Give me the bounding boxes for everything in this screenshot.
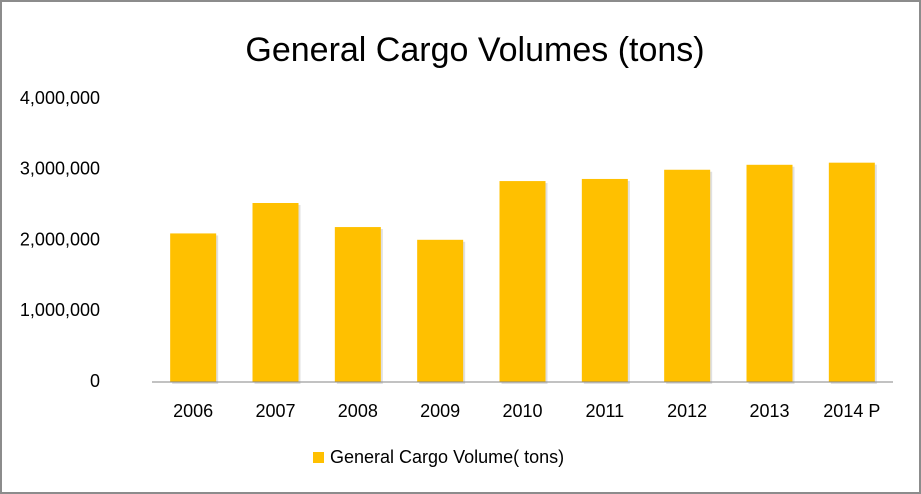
y-tick-label: 0	[90, 371, 100, 391]
x-tick-label: 2006	[173, 401, 213, 421]
bar	[335, 227, 381, 382]
y-tick-label: 2,000,000	[20, 229, 100, 249]
y-tick-label: 1,000,000	[20, 300, 100, 320]
bar	[664, 170, 710, 382]
x-tick-label: 2014 P	[823, 401, 880, 421]
legend-label: General Cargo Volume( tons)	[330, 447, 564, 467]
x-tick-label: 2011	[585, 401, 624, 421]
y-tick-label: 4,000,000	[20, 88, 100, 108]
bar	[747, 165, 793, 382]
x-tick-label: 2009	[420, 401, 460, 421]
y-tick-label: 3,000,000	[20, 159, 100, 179]
legend-swatch	[313, 452, 324, 463]
bar	[500, 181, 546, 382]
bar	[170, 233, 216, 382]
x-tick-label: 2008	[338, 401, 378, 421]
x-tick-label: 2007	[255, 401, 295, 421]
bar	[253, 203, 299, 382]
bar	[417, 240, 463, 382]
bar	[829, 163, 875, 382]
x-tick-label: 2013	[749, 401, 789, 421]
x-tick-label: 2010	[502, 401, 542, 421]
chart-title: General Cargo Volumes (tons)	[245, 31, 704, 69]
x-tick-label: 2012	[667, 401, 707, 421]
bar	[582, 179, 628, 382]
chart: General Cargo Volumes (tons) 0 1,000,000 2…	[0, 0, 921, 494]
